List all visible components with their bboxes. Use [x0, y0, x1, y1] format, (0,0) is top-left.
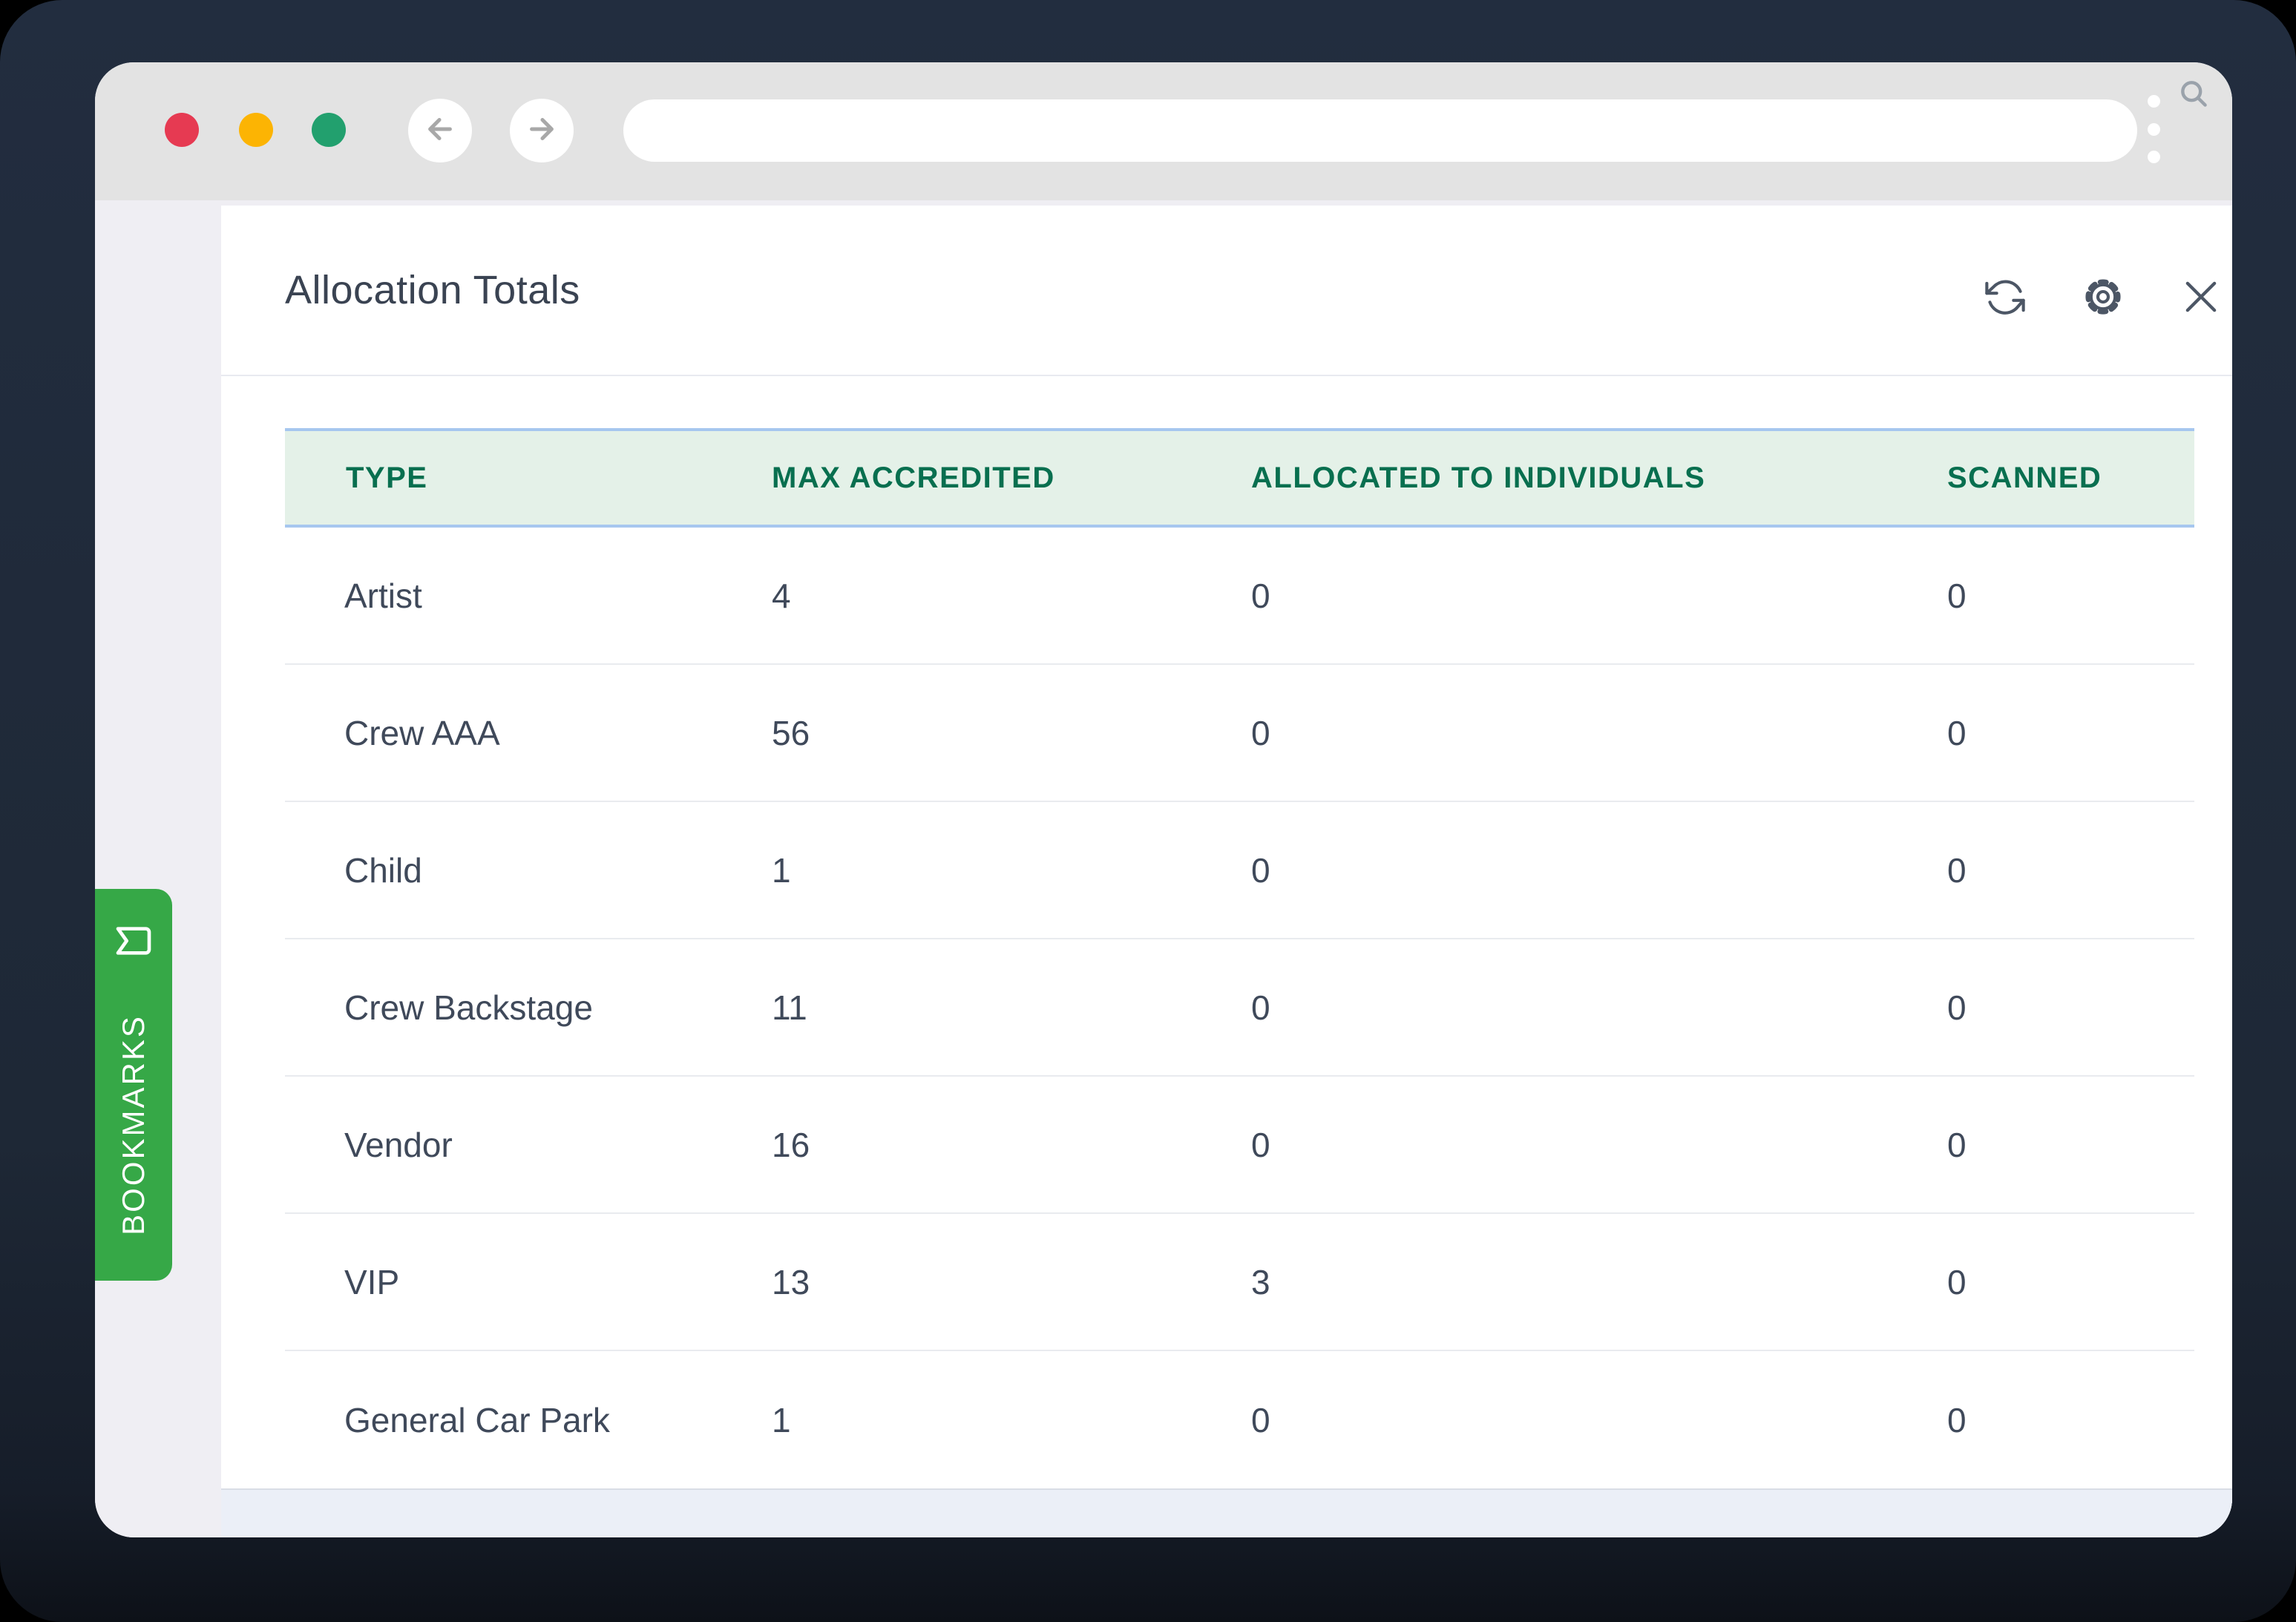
table-footer-band	[221, 1488, 2232, 1537]
cell-scanned: 0	[1947, 1400, 1967, 1439]
cell-max: 13	[772, 1262, 810, 1301]
cell-type: Child	[344, 850, 422, 890]
settings-gear-icon[interactable]	[2082, 275, 2125, 318]
cell-allocated: 0	[1251, 1400, 1270, 1439]
cell-type: Crew AAA	[344, 713, 500, 752]
cell-scanned: 0	[1947, 713, 1967, 752]
cell-allocated: 0	[1251, 988, 1270, 1027]
cell-scanned: 0	[1947, 850, 1967, 890]
table-row: General Car Park 1 0 0	[285, 1351, 2194, 1488]
cell-max: 56	[772, 713, 810, 752]
bookmark-icon	[113, 920, 154, 962]
cell-allocated: 0	[1251, 850, 1270, 890]
page-title: Allocation Totals	[285, 268, 580, 312]
bookmarks-tab-label: BOOKMARKS	[116, 1014, 151, 1235]
allocation-table: TYPE MAX ACCREDITED ALLOCATED TO INDIVID…	[285, 428, 2194, 1488]
cell-allocated: 0	[1251, 1125, 1270, 1164]
table-header-row: TYPE MAX ACCREDITED ALLOCATED TO INDIVID…	[285, 428, 2194, 528]
forward-button[interactable]	[510, 99, 574, 162]
cell-type: Vendor	[344, 1125, 453, 1164]
window-minimize-button[interactable]	[239, 113, 273, 147]
cell-type: Artist	[344, 576, 422, 615]
cell-max: 16	[772, 1125, 810, 1164]
column-header-max-accredited: MAX ACCREDITED	[772, 461, 1055, 494]
back-button[interactable]	[408, 99, 472, 162]
table-row: Crew AAA 56 0 0	[285, 665, 2194, 802]
cell-type: General Car Park	[344, 1400, 610, 1439]
cell-allocated: 0	[1251, 576, 1270, 615]
cell-scanned: 0	[1947, 1262, 1967, 1301]
panel-header: Allocation Totals	[221, 206, 2232, 376]
browser-window: Allocation Totals	[95, 62, 2232, 1537]
table-row: Child 1 0 0	[285, 802, 2194, 939]
table-row: VIP 13 3 0	[285, 1214, 2194, 1351]
cell-scanned: 0	[1947, 1125, 1967, 1164]
column-header-allocated: ALLOCATED TO INDIVIDUALS	[1251, 461, 1706, 494]
column-header-scanned: SCANNED	[1947, 461, 2102, 494]
table-row: Crew Backstage 11 0 0	[285, 939, 2194, 1077]
window-zoom-button[interactable]	[312, 113, 346, 147]
allocation-totals-panel: Allocation Totals	[221, 206, 2232, 1537]
cell-type: VIP	[344, 1262, 400, 1301]
bookmarks-tab[interactable]: BOOKMARKS	[95, 889, 172, 1281]
search-icon	[2177, 77, 2210, 110]
window-close-button[interactable]	[165, 113, 199, 147]
cell-max: 4	[772, 576, 791, 615]
table-row: Artist 4 0 0	[285, 528, 2194, 665]
cell-type: Crew Backstage	[344, 988, 593, 1027]
page-background: Allocation Totals	[95, 200, 2232, 1537]
arrow-left-icon	[423, 112, 457, 150]
cell-max: 1	[772, 850, 791, 890]
address-bar[interactable]	[623, 99, 2137, 162]
arrow-right-icon	[525, 112, 559, 150]
cell-max: 11	[772, 988, 807, 1027]
close-icon[interactable]	[2179, 275, 2223, 318]
cell-allocated: 0	[1251, 713, 1270, 752]
cell-allocated: 3	[1251, 1262, 1270, 1301]
browser-menu-button[interactable]	[2142, 89, 2167, 175]
cell-scanned: 0	[1947, 576, 1967, 615]
cell-max: 1	[772, 1400, 791, 1439]
browser-toolbar	[95, 62, 2232, 200]
column-header-type: TYPE	[346, 461, 428, 494]
cell-scanned: 0	[1947, 988, 1967, 1027]
table-row: Vendor 16 0 0	[285, 1077, 2194, 1214]
refresh-button[interactable]	[1984, 275, 2027, 318]
